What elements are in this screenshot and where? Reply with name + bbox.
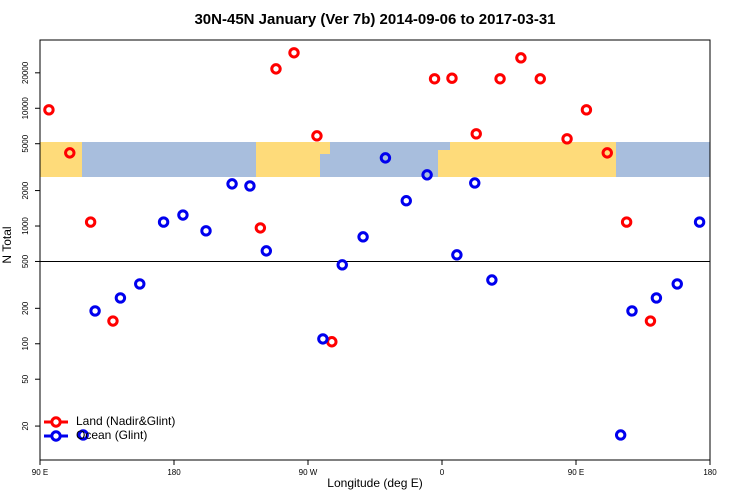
point xyxy=(614,429,627,441)
point xyxy=(77,429,89,441)
x-tick-label: 0 xyxy=(440,468,445,477)
point xyxy=(311,130,323,142)
point xyxy=(89,305,101,317)
point xyxy=(200,225,212,237)
y-tick-label: 10000 xyxy=(21,97,30,120)
x-tick-label: 180 xyxy=(703,468,717,477)
point xyxy=(470,128,482,140)
y-tick-label: 500 xyxy=(21,254,30,268)
point xyxy=(288,47,300,59)
y-tick-label: 20000 xyxy=(21,61,30,84)
land xyxy=(320,142,330,154)
point xyxy=(260,245,273,257)
point xyxy=(561,133,573,145)
land xyxy=(438,150,450,177)
y-tick-label: 100 xyxy=(21,337,30,351)
point xyxy=(494,73,506,85)
point xyxy=(336,259,348,271)
legend-label: Ocean (Glint) xyxy=(76,428,147,442)
point xyxy=(601,147,613,159)
point xyxy=(650,292,663,304)
x-tick-label: 180 xyxy=(167,468,181,477)
point xyxy=(84,216,97,228)
point xyxy=(580,104,593,116)
legend-marker xyxy=(50,416,62,428)
y-tick-label: 5000 xyxy=(21,134,30,152)
point xyxy=(226,178,238,190)
y-axis-label: N Total xyxy=(0,226,14,263)
point xyxy=(357,231,369,243)
point xyxy=(671,278,683,290)
map-band xyxy=(40,142,710,177)
point xyxy=(486,274,498,286)
point xyxy=(626,305,638,317)
land xyxy=(40,142,82,177)
point xyxy=(134,278,146,290)
point xyxy=(693,216,706,228)
point xyxy=(64,147,76,159)
land xyxy=(256,142,320,177)
point xyxy=(177,209,189,221)
point xyxy=(270,63,282,75)
point xyxy=(534,73,546,85)
point xyxy=(43,104,55,116)
y-tick-label: 20 xyxy=(21,421,30,430)
plot-frame xyxy=(39,39,711,461)
x-tick-label: 90 E xyxy=(568,468,584,477)
point xyxy=(107,315,119,327)
y-tick-label: 200 xyxy=(21,301,30,315)
chart-title: 30N-45N January (Ver 7b) 2014-09-06 to 2… xyxy=(194,11,555,28)
point xyxy=(379,152,392,164)
point xyxy=(451,249,463,261)
point xyxy=(254,222,267,234)
point xyxy=(317,333,329,345)
point xyxy=(157,216,170,228)
x-tick-label: 90 E xyxy=(32,468,48,477)
y-tick-label: 50 xyxy=(21,374,30,383)
point xyxy=(400,195,412,207)
legend-marker xyxy=(50,430,62,442)
land xyxy=(450,142,616,177)
point xyxy=(244,180,256,192)
point xyxy=(644,315,657,327)
point xyxy=(446,72,458,84)
y-tick-label: 2000 xyxy=(21,181,30,199)
point xyxy=(428,73,441,85)
x-tick-label: 90 W xyxy=(299,468,318,477)
point xyxy=(114,292,127,304)
point xyxy=(421,169,433,181)
point xyxy=(620,216,633,228)
x-axis-label: Longitude (deg E) xyxy=(327,476,422,490)
point xyxy=(469,177,481,189)
y-tick-label: 1000 xyxy=(21,217,30,235)
point xyxy=(515,52,527,64)
legend-label: Land (Nadir&Glint) xyxy=(76,414,175,428)
